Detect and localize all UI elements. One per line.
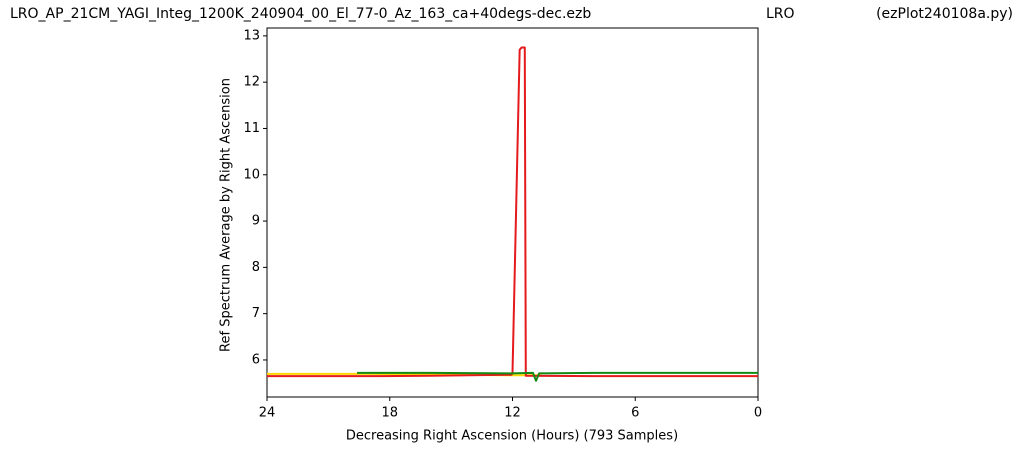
chart-title: LRO — [766, 6, 795, 22]
x-tick-label: 0 — [754, 406, 762, 421]
x-tick-label: 24 — [259, 406, 276, 421]
y-tick-label: 13 — [243, 28, 260, 43]
chart-title-right: (ezPlot240108a.py) — [876, 6, 1013, 22]
y-tick-label: 8 — [252, 260, 260, 275]
chart-title-left: LRO_AP_21CM_YAGI_Integ_1200K_240904_00_E… — [10, 6, 591, 22]
series-line — [267, 46, 758, 378]
y-axis-label: Ref Spectrum Average by Right Ascension — [219, 78, 234, 352]
y-tick-label: 6 — [252, 352, 260, 367]
y-tick-label: 9 — [252, 214, 260, 229]
series-line — [357, 371, 758, 382]
y-tick-label: 10 — [243, 167, 260, 182]
x-axis-label: Decreasing Right Ascension (Hours) (793 … — [346, 429, 678, 444]
x-tick-label: 18 — [381, 406, 398, 421]
x-tick-label: 12 — [504, 406, 521, 421]
x-tick-label: 6 — [631, 406, 639, 421]
y-tick-label: 11 — [243, 121, 260, 136]
y-tick-label: 7 — [252, 306, 260, 321]
y-tick-label: 12 — [243, 75, 260, 90]
